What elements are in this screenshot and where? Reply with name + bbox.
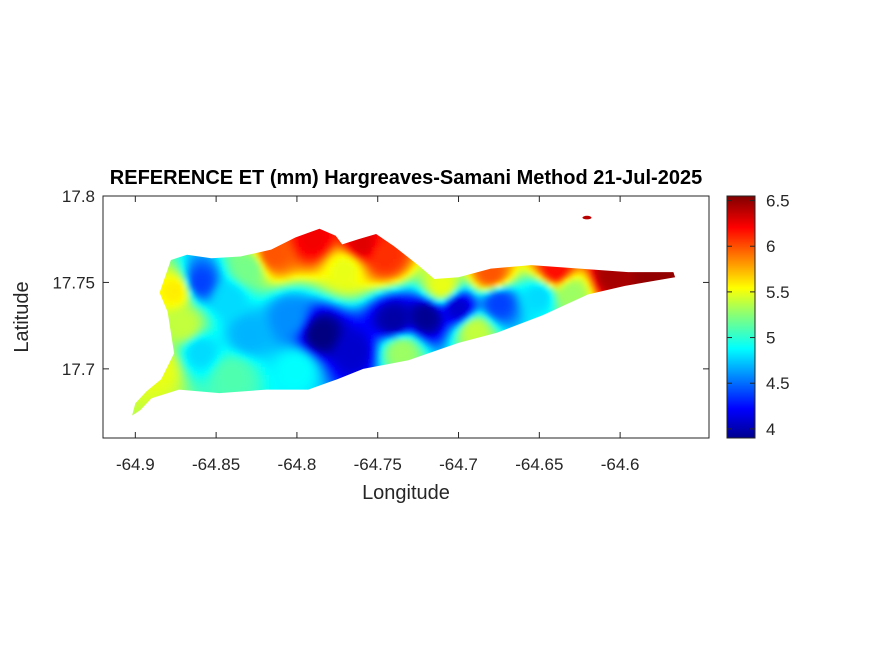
plot-title: REFERENCE ET (mm) Hargreaves-Samani Meth… bbox=[110, 167, 702, 189]
colorbar-gradient bbox=[726, 195, 756, 439]
x-axis: -64.9 -64.85 -64.8 -64.75 -64.7 -64.65 -64.6 bbox=[116, 196, 640, 474]
x-tick-label: -64.8 bbox=[278, 455, 317, 474]
colorbar-tick-label: 5.5 bbox=[766, 283, 790, 302]
colorbar-tick-label: 6.5 bbox=[766, 192, 790, 211]
y-axis: 17.7 17.75 17.8 bbox=[52, 187, 709, 379]
y-tick-label: 17.75 bbox=[52, 273, 95, 292]
y-axis-title: Latitude bbox=[11, 281, 33, 352]
x-tick-label: -64.65 bbox=[515, 455, 563, 474]
x-axis-title: Longitude bbox=[362, 482, 450, 504]
colorbar-tick-label: 4.5 bbox=[766, 374, 790, 393]
x-tick-label: -64.7 bbox=[439, 455, 478, 474]
colorbar: 4 4.5 5 5.5 6 6.5 bbox=[726, 192, 790, 439]
colorbar-tick-label: 4 bbox=[766, 420, 775, 439]
colorbar-tick-label: 6 bbox=[766, 237, 775, 256]
x-tick-label: -64.75 bbox=[354, 455, 402, 474]
plot-frame bbox=[102, 195, 710, 439]
x-tick-label: -64.6 bbox=[601, 455, 640, 474]
y-tick-label: 17.7 bbox=[62, 360, 95, 379]
colorbar-ticks: 4 4.5 5 5.5 6 6.5 bbox=[727, 192, 790, 439]
x-tick-label: -64.9 bbox=[116, 455, 155, 474]
islet-mark bbox=[582, 215, 592, 220]
y-tick-label: 17.8 bbox=[62, 187, 95, 206]
x-tick-label: -64.85 bbox=[192, 455, 240, 474]
colorbar-tick-label: 5 bbox=[766, 329, 775, 348]
